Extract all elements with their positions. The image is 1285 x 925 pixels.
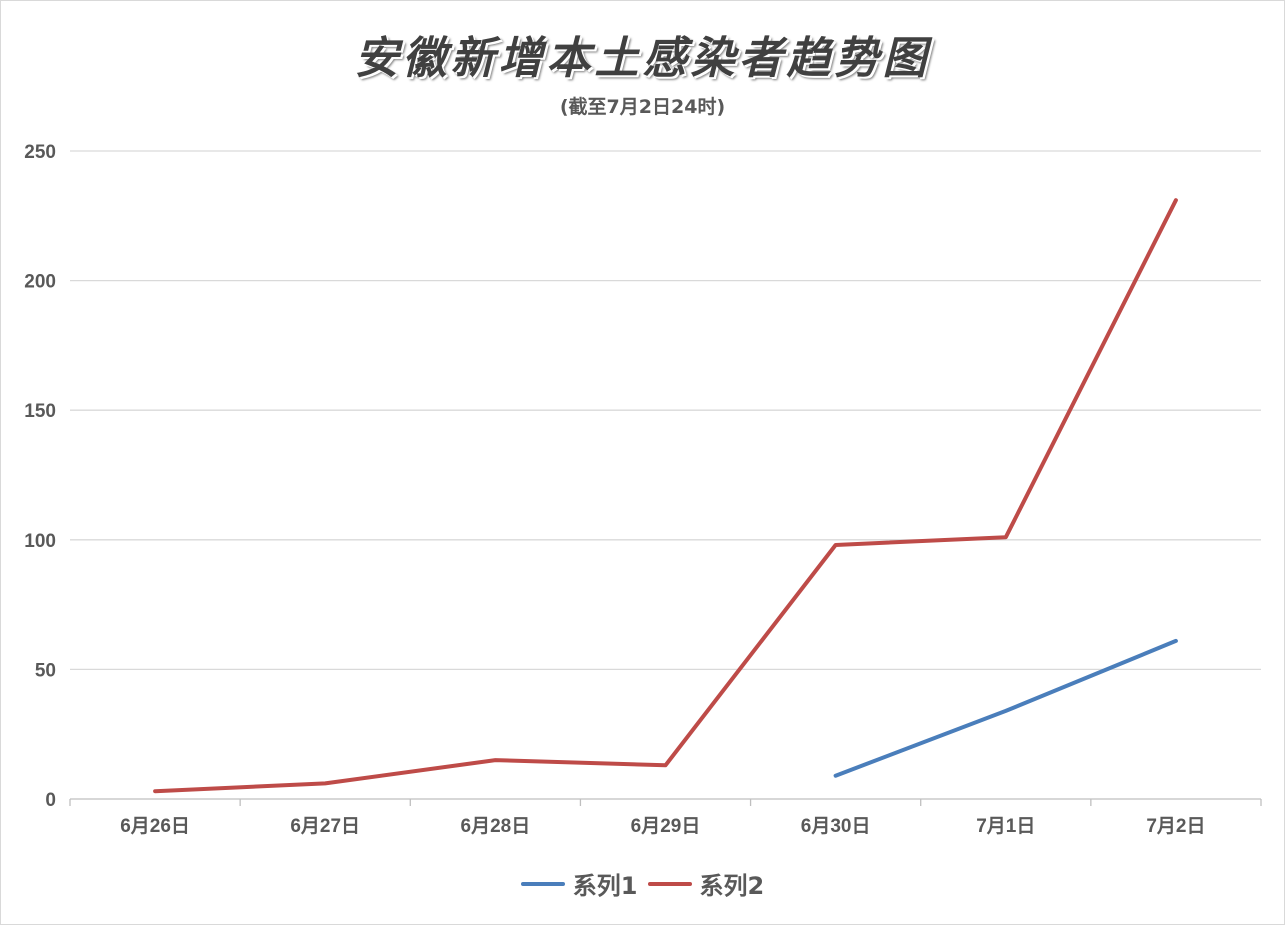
series-lines [153, 198, 1178, 794]
chart-subtitle: (截至7月2日24时) [559, 96, 726, 118]
series-line-2 [153, 198, 1178, 794]
x-tick-label: 6月26日 [120, 816, 190, 837]
y-tick-label: 200 [24, 272, 56, 293]
y-tick-label: 100 [24, 531, 56, 552]
x-tick-label: 6月29日 [631, 816, 701, 837]
y-axis-ticks: 0 50 100 150 200 250 [24, 142, 56, 811]
legend-label-series-1: 系列1 [572, 872, 638, 900]
legend: 系列1 系列2 [0, 866, 1285, 901]
x-tick-label: 7月2日 [1146, 816, 1205, 837]
x-tick-label: 6月30日 [801, 816, 871, 837]
series-line-1 [833, 638, 1178, 778]
x-tick-label: 6月27日 [290, 816, 360, 837]
x-axis: 6月26日 6月27日 6月28日 6月29日 6月30日 7月1日 7月2日 [69, 798, 1262, 837]
legend-label-series-2: 系列2 [699, 872, 765, 900]
y-tick-label: 150 [24, 401, 56, 422]
chart-title: 安徽新增本土感染者趋势图 [354, 33, 931, 84]
y-tick-label: 50 [35, 660, 56, 681]
legend-swatch-series-1 [520, 881, 565, 886]
x-tick-label: 7月1日 [976, 816, 1035, 837]
legend-swatch-series-2 [647, 881, 692, 886]
gridlines [70, 150, 1261, 671]
legend-item-series-2: 系列2 [647, 866, 765, 901]
y-tick-label: 0 [45, 790, 56, 811]
legend-item-series-1: 系列1 [520, 866, 638, 901]
y-tick-label: 250 [24, 142, 56, 163]
x-tick-label: 6月28日 [461, 816, 531, 837]
